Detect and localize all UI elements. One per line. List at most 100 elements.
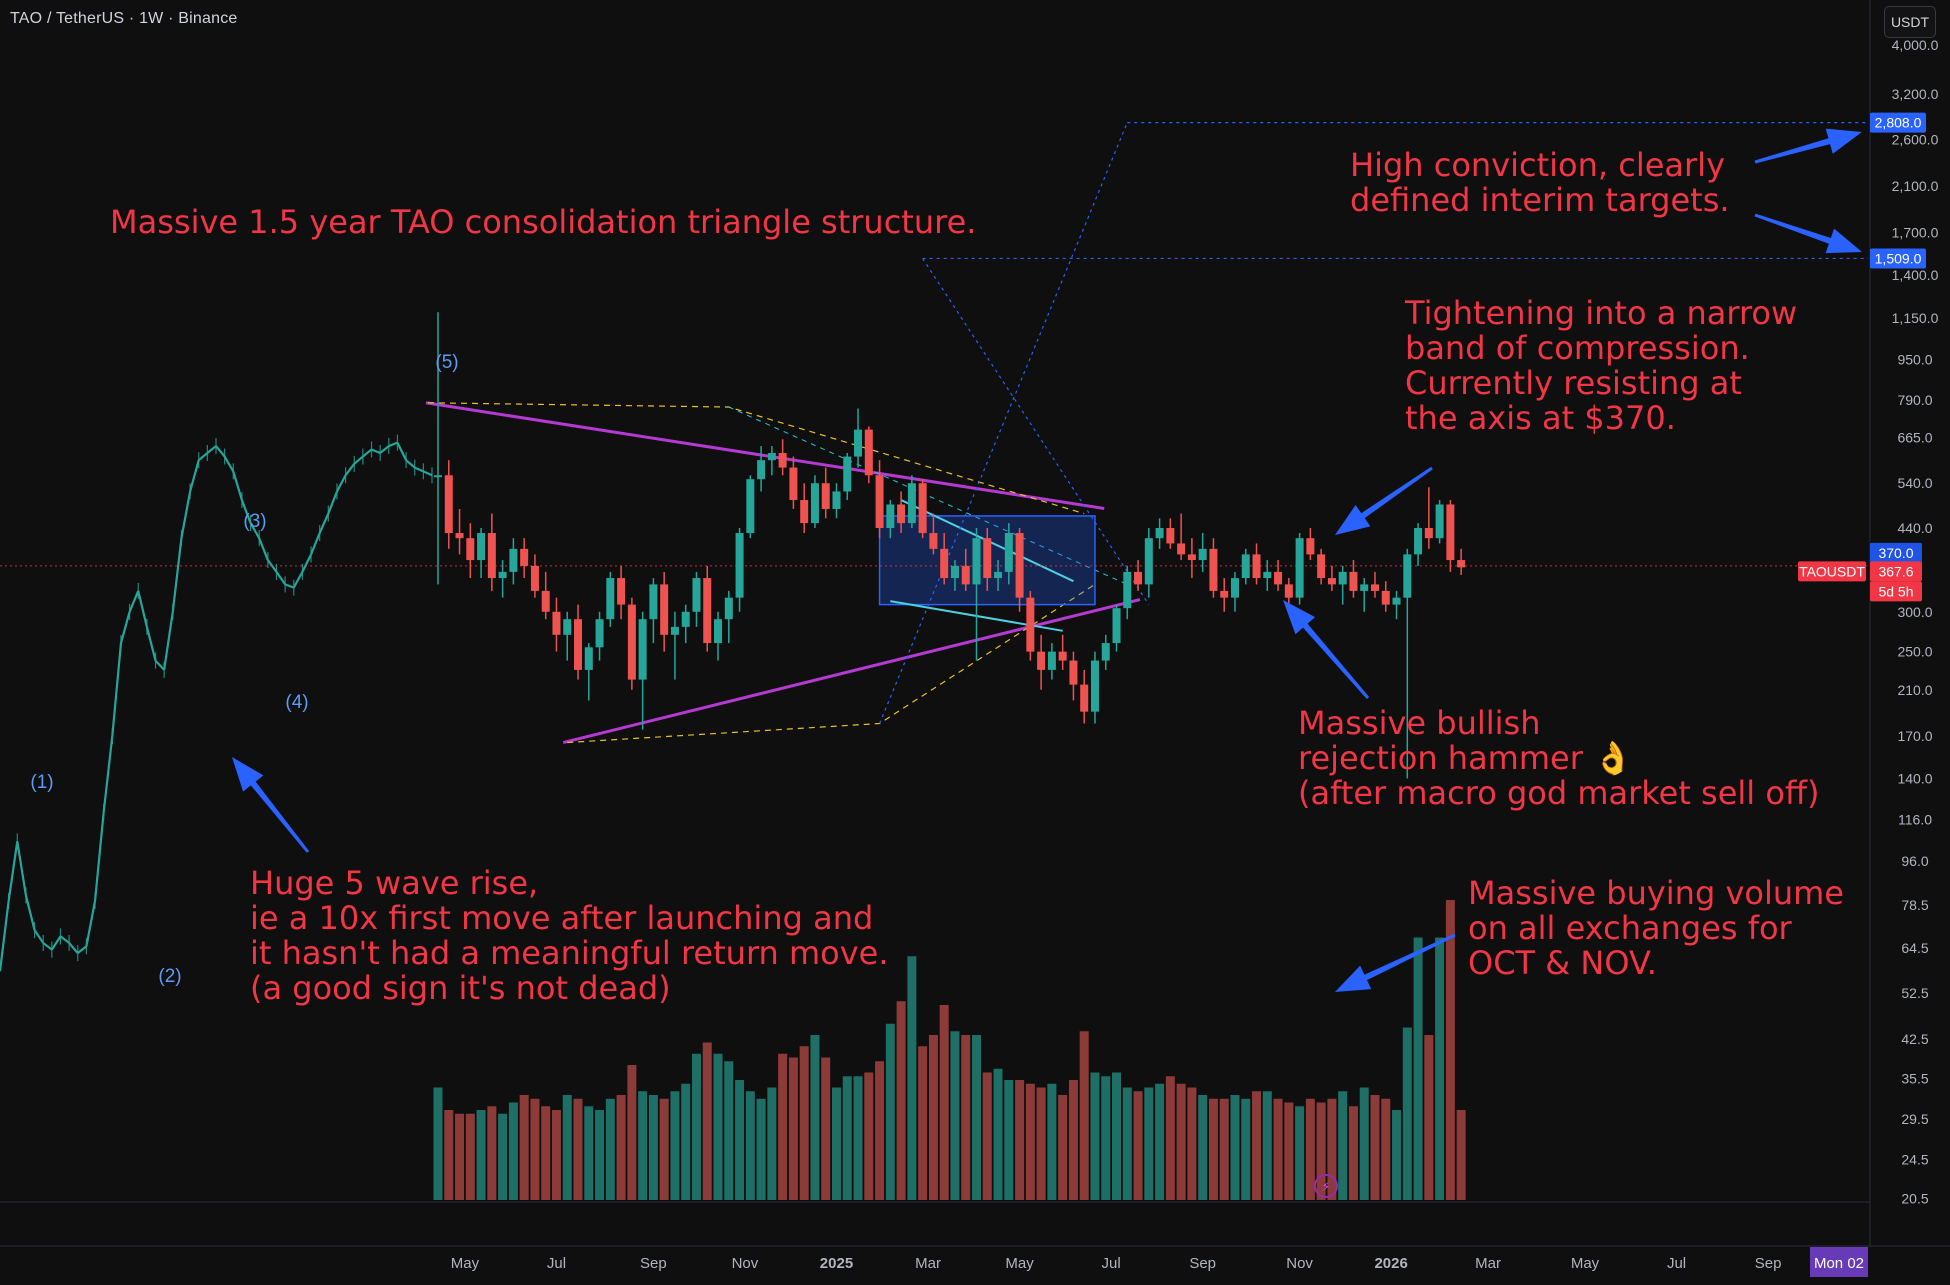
volume-bar (1413, 937, 1423, 1200)
tag-target-low: 1,509.0 (1870, 248, 1926, 269)
early-price-segment (180, 491, 192, 539)
price-tick-label: 2,600.0 (1892, 131, 1939, 147)
candle-body (757, 460, 766, 480)
candle-body (509, 548, 518, 572)
early-price-segment (154, 659, 165, 671)
volume-bar (691, 1053, 701, 1200)
candle-body (886, 504, 895, 529)
candle-body (918, 483, 927, 534)
early-price-series (0, 434, 433, 972)
volume-bar (551, 1110, 561, 1200)
volume-bar (595, 1110, 605, 1200)
volume-bar (875, 1061, 885, 1200)
early-price-segment (33, 929, 45, 944)
early-price-segment (137, 590, 148, 628)
candle-body (1349, 571, 1358, 591)
volume-bar (1112, 1072, 1122, 1200)
early-price-segment (68, 942, 79, 954)
price-tick-label: 96.0 (1901, 853, 1928, 869)
candle-body (1317, 554, 1326, 579)
price-tick-label: 1,400.0 (1892, 267, 1939, 283)
early-price-segment (310, 532, 321, 555)
time-tick-label: Mar (1475, 1255, 1501, 1272)
early-price-segment (59, 935, 70, 944)
volume-bar (519, 1095, 529, 1200)
price-axis[interactable]: 4,000.0 3,200.0 2,600.0 2,100.0 1,700.0 1,400… (1892, 37, 1939, 1206)
volume-bar (476, 1110, 486, 1200)
early-price-segment (24, 895, 36, 931)
candle-body (1403, 554, 1412, 598)
volume-bar (1295, 1106, 1305, 1200)
candle-body (972, 538, 981, 585)
arrow-target-1 (1754, 213, 1862, 254)
candle-body (670, 626, 679, 635)
volume-bar (950, 1031, 960, 1200)
volume-bar (1133, 1091, 1143, 1200)
early-price-segment (93, 812, 105, 901)
volume-bar (1090, 1072, 1100, 1200)
bolt-icon[interactable]: ⚡ (1314, 1174, 1338, 1198)
volume-bar (907, 956, 917, 1200)
candle-body (498, 571, 507, 579)
early-price-segment (362, 448, 373, 458)
early-price-segment (128, 590, 140, 613)
early-price-segment (240, 499, 252, 524)
volume-bar (939, 1005, 949, 1200)
volume-bar (724, 1061, 734, 1200)
price-tick-label: 540.0 (1897, 475, 1932, 491)
price-tick-label: 210.0 (1897, 682, 1932, 698)
price-tick-label: 665.0 (1897, 430, 1932, 446)
volume-bar (1068, 1080, 1078, 1200)
volume-bar (767, 1087, 777, 1200)
current-date-tag-bg (1810, 1247, 1868, 1277)
time-tick-label: Sep (640, 1255, 667, 1272)
volume-bar (702, 1042, 712, 1200)
price-tick-label: 300.0 (1897, 604, 1932, 620)
early-price-segment (344, 463, 356, 476)
early-price-segment (301, 553, 313, 573)
symbol-title[interactable]: TAO / TetherUS · 1W · Binance (10, 10, 238, 27)
arrow-hammer (1283, 600, 1370, 699)
price-tick-label: 29.5 (1901, 1111, 1928, 1127)
bolt-icon-glyph: ⚡ (1321, 1179, 1330, 1194)
volume-bar (1392, 1110, 1402, 1200)
time-axis[interactable]: May Jul Sep Nov 2025 Mar May Jul Sep Nov 2026 Mar Ma… (451, 1247, 1868, 1277)
candle-body (434, 475, 442, 478)
price-tick-label: 790.0 (1897, 392, 1932, 408)
tag-countdown-bg (1870, 581, 1922, 602)
tag-target-low-label: 1,509.0 (1875, 250, 1922, 266)
early-price-segment (275, 571, 287, 586)
annotation-triangle: Massive 1.5 year TAO consolidation trian… (110, 203, 977, 241)
price-tick-label: 4,000.0 (1892, 37, 1939, 53)
candle-body (1263, 571, 1272, 579)
early-price-segment (396, 442, 408, 461)
candle-body (584, 647, 593, 670)
candle-body (1209, 548, 1218, 591)
candle-body (875, 475, 884, 529)
volume-bar (1252, 1091, 1262, 1200)
candle-body (563, 619, 572, 635)
volume-bar (1316, 1102, 1326, 1200)
tag-last-price-label: 367.6 (1878, 563, 1913, 579)
tag-symbol: TAOUSDT (1798, 561, 1866, 582)
volume-bar (821, 1057, 831, 1200)
volume-bar (1025, 1083, 1035, 1200)
price-tick-label: 140.0 (1897, 770, 1932, 786)
price-tick-label: 2,100.0 (1892, 178, 1939, 194)
candle-body (595, 619, 604, 648)
candle-body (800, 500, 809, 524)
price-tick-label: 24.5 (1901, 1152, 1928, 1168)
time-tick-label: Sep (1755, 1255, 1782, 1272)
volume-bar (1435, 937, 1445, 1200)
candle-body (1123, 571, 1132, 609)
time-tick-label: Nov (1286, 1255, 1313, 1272)
candle-body (1220, 590, 1229, 598)
candle-body (1177, 543, 1186, 555)
volume-bar (530, 1098, 540, 1200)
early-price-segment (371, 448, 381, 455)
time-tick-label: May (451, 1255, 480, 1272)
volume-bar (1058, 1095, 1068, 1200)
currency-button[interactable]: USDT (1884, 6, 1936, 38)
